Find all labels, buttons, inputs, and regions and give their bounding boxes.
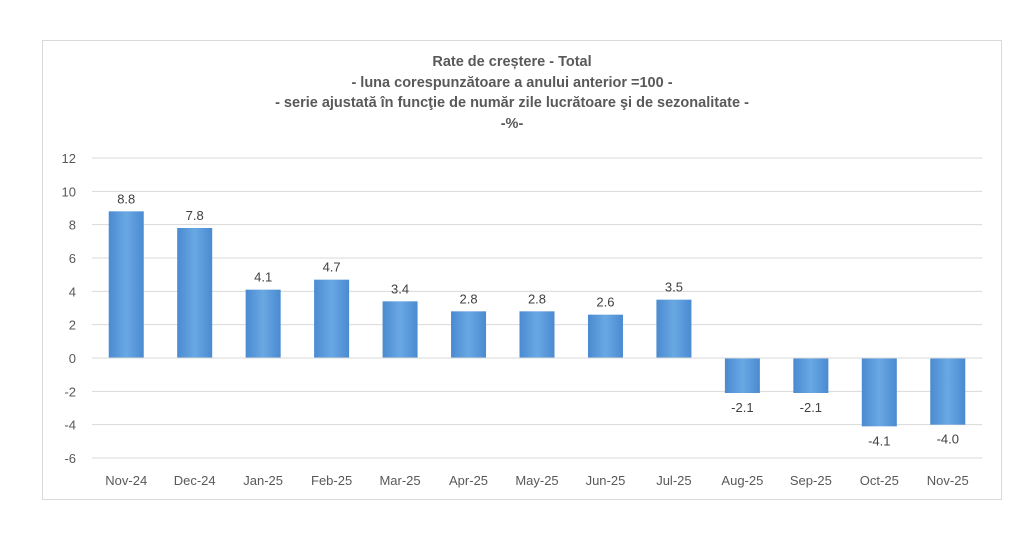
y-tick-label: 12 (62, 151, 76, 166)
data-label: 4.7 (323, 260, 341, 275)
x-tick-label: Jun-25 (586, 473, 626, 488)
bar (451, 311, 487, 358)
data-label: 2.8 (459, 291, 477, 306)
data-label: 4.1 (254, 270, 272, 285)
x-tick-label: Jul-25 (656, 473, 691, 488)
bar (108, 211, 144, 358)
bar (382, 301, 418, 358)
bar (930, 358, 966, 425)
data-label: -2.1 (800, 400, 822, 415)
x-tick-label: Jan-25 (243, 473, 283, 488)
bar (245, 289, 281, 358)
y-tick-label: -2 (64, 384, 76, 399)
y-tick-label: 6 (69, 251, 76, 266)
bar (314, 279, 350, 358)
chart-titles: Rate de creștere - Total - luna corespun… (0, 52, 1024, 134)
bar (587, 314, 623, 358)
data-label: 2.8 (528, 291, 546, 306)
bar (656, 299, 692, 358)
x-tick-label: Sep-25 (790, 473, 832, 488)
y-tick-label: -4 (64, 418, 76, 433)
data-label: -2.1 (731, 400, 753, 415)
chart-subtitle-1: - luna corespunzătoare a anului anterior… (351, 74, 673, 91)
x-tick-label: May-25 (515, 473, 558, 488)
chart-frame (42, 40, 1002, 500)
y-tick-label: 0 (69, 351, 76, 366)
x-tick-label: Nov-24 (105, 473, 147, 488)
data-label: 3.5 (665, 280, 683, 295)
data-label: -4.1 (868, 433, 890, 448)
bar (519, 311, 555, 358)
chart-subtitle-3: -%- (500, 115, 524, 132)
x-tick-label: Mar-25 (379, 473, 420, 488)
x-tick-label: Aug-25 (721, 473, 763, 488)
data-label: 3.4 (391, 281, 409, 296)
data-label: -4.0 (937, 432, 959, 447)
chart-title: Rate de creștere - Total (432, 54, 592, 70)
x-tick-label: Nov-25 (927, 473, 969, 488)
x-tick-label: Feb-25 (311, 473, 352, 488)
bar (724, 358, 760, 393)
y-tick-label: -6 (64, 451, 76, 466)
data-label: 8.8 (117, 191, 135, 206)
bar (793, 358, 829, 393)
data-label: 7.8 (186, 208, 204, 223)
y-tick-label: 2 (69, 318, 76, 333)
bar (861, 358, 897, 427)
x-tick-label: Dec-24 (174, 473, 216, 488)
y-tick-label: 10 (62, 184, 76, 199)
y-tick-label: 8 (69, 218, 76, 233)
y-tick-label: 4 (69, 284, 76, 299)
bar (177, 228, 213, 358)
x-tick-label: Apr-25 (449, 473, 488, 488)
data-label: 2.6 (596, 295, 614, 310)
x-tick-label: Oct-25 (860, 473, 899, 488)
chart-subtitle-2: - serie ajustată în funcţie de număr zil… (275, 95, 749, 111)
